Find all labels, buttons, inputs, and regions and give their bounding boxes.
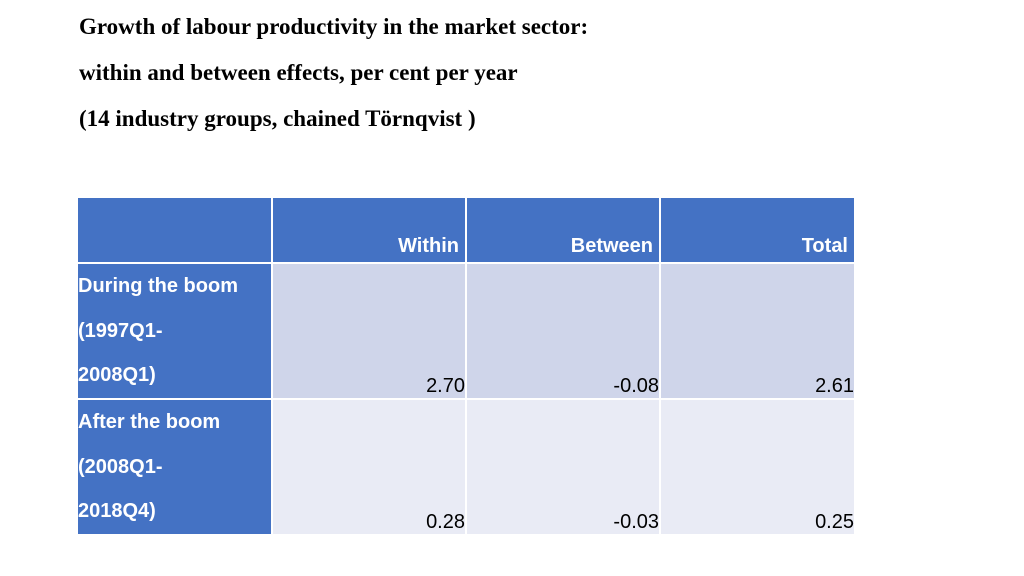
cell-between: -0.08 (465, 261, 660, 400)
table-header-row: Within Between Total (78, 198, 854, 263)
row-label-line: 2018Q4) (78, 500, 156, 523)
table-row-during-boom: During the boom (1997Q1- 2008Q1) 2.70 -0… (78, 261, 854, 400)
row-label-line: (1997Q1- (78, 319, 163, 342)
title-line-3: (14 industry groups, chained Törnqvist ) (79, 106, 476, 131)
title-line-2: within and between effects, per cent per… (79, 60, 518, 85)
cell-total: 0.25 (659, 398, 854, 535)
productivity-table: Within Between Total During the boom (19… (78, 198, 854, 535)
header-cell-total: Total (659, 198, 854, 263)
row-label-line: After the boom (78, 411, 221, 434)
row-label-after-boom: After the boom (2008Q1- 2018Q4) (78, 398, 272, 535)
row-label-line: 2008Q1) (78, 364, 156, 387)
cell-between: -0.03 (465, 398, 660, 535)
table-row-after-boom: After the boom (2008Q1- 2018Q4) 0.28 -0.… (78, 398, 854, 535)
header-cell-within: Within (271, 198, 466, 263)
cell-total: 2.61 (659, 261, 854, 400)
row-label-line: During the boom (78, 275, 238, 297)
row-label-during-boom: During the boom (1997Q1- 2008Q1) (78, 261, 272, 400)
cell-within: 0.28 (271, 398, 466, 535)
slide-title: Growth of labour productivity in the mar… (79, 4, 979, 142)
cell-within: 2.70 (271, 261, 466, 400)
title-line-1: Growth of labour productivity in the mar… (79, 14, 589, 39)
header-cell-between: Between (465, 198, 660, 263)
row-label-line: (2008Q1- (78, 455, 163, 478)
header-cell-empty (78, 198, 272, 263)
